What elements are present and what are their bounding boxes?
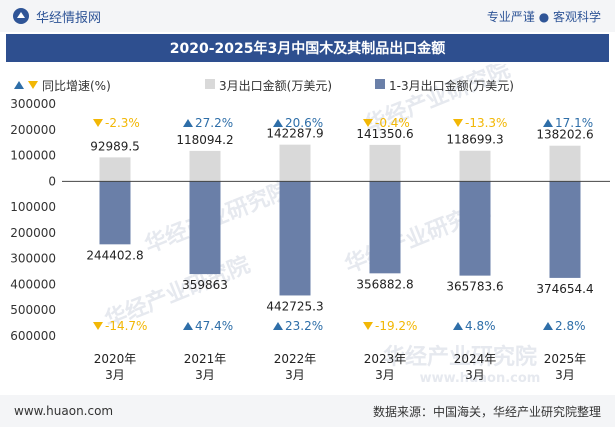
cumulative-value-label: 374654.4 — [536, 282, 593, 296]
x-tick-label: 2023年 3月 — [364, 352, 407, 382]
march-value-label: 92989.5 — [90, 139, 140, 153]
cumulative-bar — [189, 181, 221, 275]
cumulative-growth-marker — [543, 322, 553, 330]
cumulative-value-label: 365783.6 — [446, 280, 503, 294]
y-tick-label: 200000 — [10, 226, 56, 240]
cumulative-growth-label: 23.2% — [285, 319, 323, 333]
cumulative-growth-label: -19.2% — [375, 319, 417, 333]
x-tick-label: 2021年 3月 — [184, 352, 227, 382]
cumulative-growth-label: 2.8% — [555, 319, 586, 333]
cumulative-growth-marker — [453, 322, 463, 330]
cumulative-value-label: 244402.8 — [86, 248, 143, 262]
y-tick-label: 400000 — [10, 277, 56, 291]
brand-name: 华经情报网 — [36, 10, 102, 26]
march-bar — [279, 144, 311, 182]
chart-title: 2020-2025年3月中国木及其制品出口金额 — [6, 34, 609, 62]
cumulative-growth-label: -14.7% — [105, 319, 147, 333]
footer-url[interactable]: www.huaon.com — [14, 404, 114, 418]
cumulative-growth-marker — [273, 322, 283, 330]
brand: 华经情报网 — [12, 7, 101, 26]
march-growth-marker — [273, 119, 283, 127]
cumulative-value-label: 356882.8 — [356, 277, 413, 291]
legend-growth-down-marker — [28, 81, 38, 89]
march-value-label: 118094.2 — [176, 133, 233, 147]
y-tick-label: 200000 — [10, 123, 56, 137]
huajing-logo-icon — [13, 8, 29, 24]
y-tick-label: 500000 — [10, 303, 56, 317]
march-bar — [459, 150, 491, 182]
march-growth-label: 27.2% — [195, 116, 233, 130]
march-growth-label: -13.3% — [465, 116, 507, 130]
y-tick-label: 600000 — [10, 329, 56, 343]
march-bar — [549, 145, 581, 182]
march-value-label: 142287.9 — [266, 127, 323, 141]
legend-cumulative-swatch — [375, 79, 385, 89]
march-bar — [369, 144, 401, 182]
x-tick-label: 2024年 3月 — [454, 352, 497, 382]
march-bar — [189, 150, 221, 182]
cumulative-growth-marker — [363, 322, 373, 330]
march-growth-marker — [453, 119, 463, 127]
watermark-4: 华经产业研究院 — [383, 344, 537, 370]
march-value-label: 138202.6 — [536, 128, 593, 142]
march-bar — [99, 157, 131, 182]
cumulative-growth-label: 4.8% — [465, 319, 496, 333]
march-growth-marker — [183, 119, 193, 127]
footer-source: 数据来源：中国海关，华经产业研究院整理 — [372, 404, 601, 419]
march-growth-label: -2.3% — [105, 116, 140, 130]
cumulative-growth-marker — [183, 322, 193, 330]
top-bar: 华经情报网 专业严谨 ● 客观科学 — [0, 0, 615, 32]
y-tick-label: 300000 — [10, 252, 56, 266]
march-value-label: 118699.3 — [446, 133, 503, 147]
legend-growth-up-marker — [14, 81, 24, 89]
legend-march-label: 3月出口金额(万美元) — [219, 78, 332, 93]
cumulative-bar — [369, 181, 401, 274]
chart-area: 华经产业研究院华经产业研究院华经产业研究院华经产业研究院华经产业研究院www.h… — [10, 64, 610, 386]
cumulative-bar — [459, 181, 491, 276]
cumulative-growth-marker — [93, 322, 103, 330]
march-value-label: 141350.6 — [356, 127, 413, 141]
cumulative-bar — [549, 181, 581, 278]
march-growth-marker — [363, 119, 373, 127]
cumulative-bar — [279, 181, 311, 296]
x-tick-label: 2022年 3月 — [274, 352, 317, 382]
y-tick-label: 300000 — [10, 97, 56, 111]
watermark-url: www.huaon.com — [420, 371, 541, 386]
legend-growth-label: 同比增速(%) — [42, 79, 111, 93]
y-tick-label: 100000 — [10, 200, 56, 214]
y-tick-label: 100000 — [10, 149, 56, 163]
cumulative-value-label: 442725.3 — [266, 299, 323, 313]
march-growth-label: -0.4% — [375, 116, 410, 130]
tagline: 专业严谨 ● 客观科学 — [486, 9, 601, 24]
march-growth-marker — [93, 119, 103, 127]
footer: www.huaon.com 数据来源：中国海关，华经产业研究院整理 — [0, 395, 615, 427]
y-tick-label: 0 — [48, 174, 56, 188]
cumulative-value-label: 359863 — [182, 278, 228, 292]
x-tick-label: 2020年 3月 — [94, 352, 137, 382]
cumulative-bar — [99, 181, 131, 245]
march-growth-label: 20.6% — [285, 116, 323, 130]
x-tick-label: 2025年 3月 — [544, 352, 587, 382]
legend-cumulative-label: 1-3月出口金额(万美元) — [389, 78, 514, 93]
cumulative-growth-label: 47.4% — [195, 319, 233, 333]
legend-march-swatch — [205, 79, 215, 89]
march-growth-label: 17.1% — [555, 116, 593, 130]
march-growth-marker — [543, 119, 553, 127]
